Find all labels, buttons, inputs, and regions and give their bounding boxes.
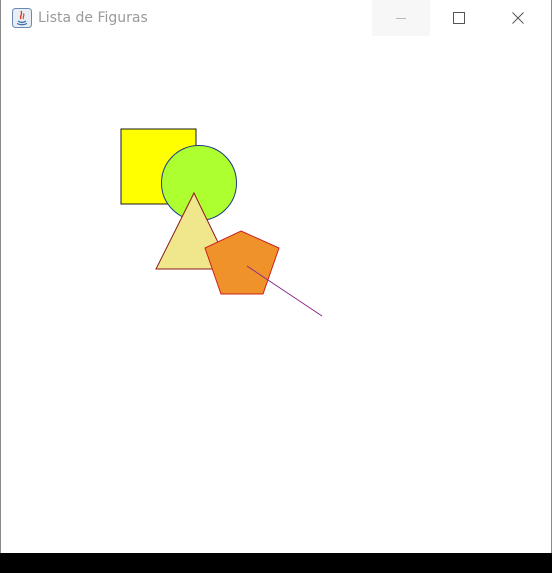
figure-line: [246, 265, 323, 317]
figures-canvas: [120, 128, 323, 317]
close-button[interactable]: [489, 0, 547, 36]
maximize-button[interactable]: [430, 0, 488, 36]
java-app-icon[interactable]: [12, 8, 32, 28]
maximize-icon: [453, 12, 465, 24]
minimize-icon: [396, 18, 406, 19]
title-bar[interactable]: Lista de Figuras: [1, 0, 551, 36]
figures-panel: [1, 36, 551, 553]
window-title: Lista de Figuras: [38, 10, 148, 26]
close-icon: [512, 12, 524, 24]
app-window: Lista de Figuras: [0, 0, 552, 553]
figure-pentagon: [204, 230, 280, 295]
window-shadow: [0, 553, 552, 573]
minimize-button[interactable]: [372, 0, 430, 36]
